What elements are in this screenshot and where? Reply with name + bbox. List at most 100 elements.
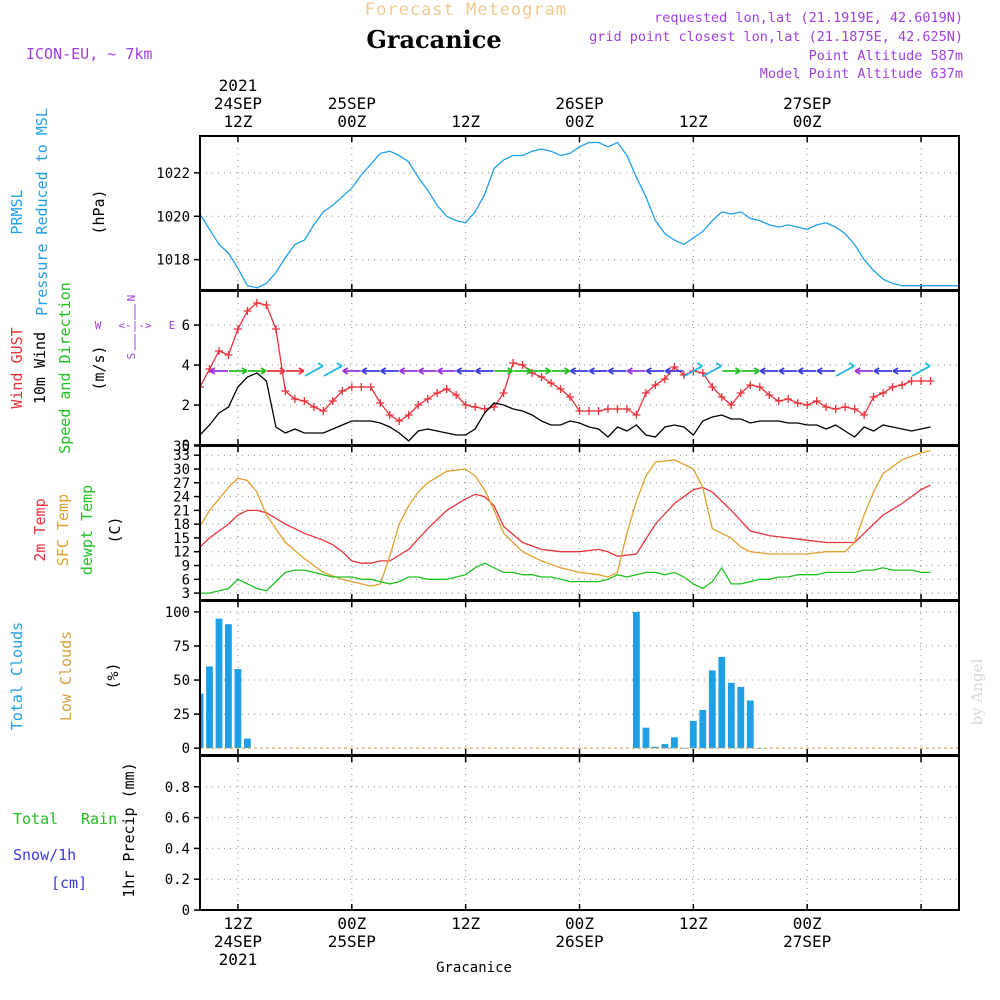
gust-marker: [651, 381, 660, 389]
gust-marker: [366, 383, 375, 391]
ytick-label-wind: 0: [182, 438, 190, 454]
ytick-label-pressure: 1020: [156, 209, 190, 225]
gust-marker: [200, 383, 204, 391]
cloud-bar: [652, 746, 659, 749]
gust-marker: [812, 397, 821, 405]
top-time-label: 12Z: [223, 112, 252, 131]
panel-frame-temperature: [199, 445, 960, 601]
gust-marker: [187, 389, 195, 397]
gust-marker: [926, 377, 935, 385]
watermark: by Angel: [968, 658, 986, 725]
wind-arrow-head: [209, 367, 216, 375]
gust-marker: [271, 325, 280, 333]
cloud-bar: [633, 611, 640, 749]
gust-marker: [803, 401, 812, 409]
wind-arrow-head: [545, 367, 552, 375]
gust-marker: [917, 377, 926, 385]
gust-marker: [822, 403, 831, 411]
wind-unit-label: (m/s): [90, 345, 108, 390]
gust-marker: [717, 393, 726, 401]
series-group-temperature: [200, 449, 931, 594]
wind-arrow-head: [380, 367, 387, 375]
snow-unit-label: [cm]: [51, 874, 87, 892]
top-time-label: 00Z: [337, 112, 366, 131]
bottom-time-label: 25SEP: [328, 932, 376, 951]
wind-arrow-head: [924, 362, 931, 370]
gust-marker: [414, 401, 423, 409]
gust-marker: [319, 407, 328, 415]
ytick-label-precip: 0.4: [165, 841, 190, 857]
gust-marker: [262, 301, 271, 309]
bottom-time-label: 00Z: [793, 914, 822, 933]
t2m-label: 2m Temp: [31, 498, 49, 561]
gust-marker: [547, 379, 556, 387]
wind-arrow-head: [475, 367, 482, 375]
ytick-label-precip: 0.2: [165, 872, 190, 888]
top-time-label: 12Z: [451, 112, 480, 131]
ytick-label-temperature: 35: [173, 439, 190, 455]
top-time-label: 00Z: [565, 112, 594, 131]
wind-arrow-head: [759, 367, 766, 375]
wind-arrow-head: [361, 367, 368, 375]
wind-arrow-head: [336, 362, 343, 370]
compass-rose: N <-|-> W E S: [95, 295, 176, 360]
wind-gust-label: Wind GUST: [8, 327, 26, 408]
wind-arrow-head: [589, 367, 595, 375]
gust-marker: [281, 387, 290, 395]
sfc-label: SFC Temp: [54, 494, 72, 566]
cloud-bar: [718, 656, 726, 749]
wind-arrow-head: [570, 367, 576, 375]
ytick-label-temperature: 30: [173, 462, 190, 478]
ytick-label-clouds: 25: [173, 707, 190, 723]
gust-marker: [214, 347, 223, 355]
wind-arrow-head: [564, 367, 570, 375]
temp-unit-label: (C): [106, 516, 124, 543]
wind-arrow-head: [418, 367, 425, 375]
cloud-bar: [689, 720, 697, 749]
wind-dir-label: Speed and Direction: [56, 282, 74, 454]
panel-frame-clouds: [199, 600, 960, 756]
wind-arrow-head: [797, 367, 804, 375]
gust-marker: [784, 395, 793, 403]
gust-marker: [698, 369, 707, 377]
gust-marker: [490, 403, 499, 411]
cloud-bar: [671, 737, 678, 749]
gust-marker: [233, 325, 242, 333]
panel-frame-pressure: [199, 135, 960, 291]
cloud-bar: [234, 669, 242, 749]
plot-layer: 1018102010220246369121518212427303335025…: [156, 76, 960, 969]
gust-marker: [461, 401, 470, 409]
temp-labels: 2m Temp SFC Temp dewpt Temp (C): [31, 485, 124, 575]
wind-arrow-head: [645, 367, 652, 375]
ytick-label-temperature: 12: [173, 545, 190, 561]
cloud-unit-label: (%): [104, 662, 122, 689]
series-line-10m-wind: [200, 372, 931, 442]
panel-frame-precip: [199, 755, 960, 911]
ytick-label-wind: 6: [182, 318, 190, 334]
total-clouds-label: Total Clouds: [8, 622, 26, 730]
snow-label: Snow/1h: [13, 846, 76, 864]
ytick-label-wind: 4: [182, 358, 190, 374]
gust-marker: [442, 385, 451, 393]
bottom-time-label: 27SEP: [783, 932, 831, 951]
cloud-bar: [680, 748, 688, 749]
gust-marker: [603, 405, 612, 413]
ytick-label-precip: 0.6: [165, 811, 190, 827]
ytick-label-clouds: 75: [173, 639, 190, 655]
ytick-label-temperature: 9: [182, 559, 190, 575]
ytick-label-temperature: 24: [173, 490, 190, 506]
footer-station: Gracanice: [436, 960, 512, 976]
ytick-label-clouds: 0: [182, 741, 190, 757]
cloud-bar: [661, 744, 669, 749]
top-time-label: 26SEP: [555, 94, 603, 113]
chart-title: Forecast Meteogram: [365, 0, 567, 20]
gust-marker: [328, 397, 337, 405]
wind-arrow-head: [626, 367, 633, 375]
cloud-bar: [200, 693, 204, 749]
bottom-time-label: 00Z: [337, 914, 366, 933]
station-title: Gracanice: [366, 25, 501, 54]
wind-arrow-head: [342, 367, 349, 375]
cloud-bar: [699, 710, 707, 749]
gust-marker: [869, 393, 878, 401]
gust-marker: [755, 383, 764, 391]
